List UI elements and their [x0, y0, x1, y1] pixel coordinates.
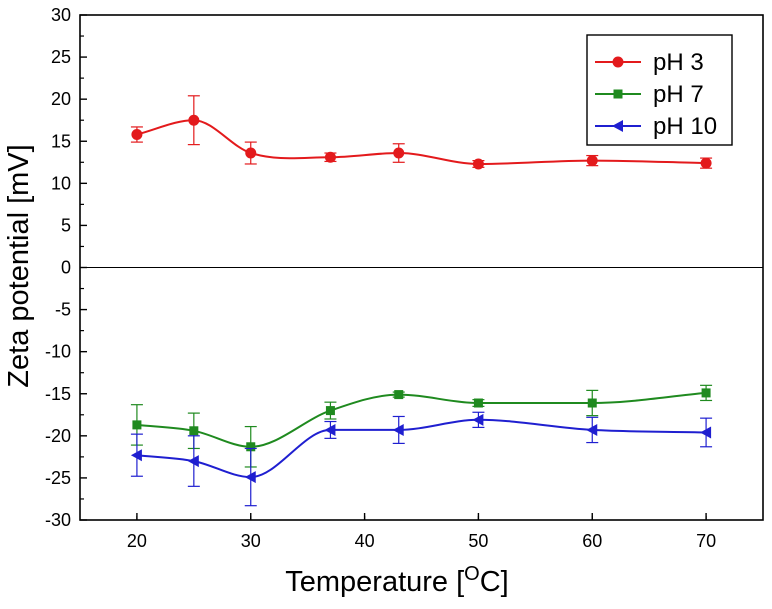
data-point-ph-7: [132, 420, 142, 430]
data-point-ph-3: [245, 147, 257, 159]
y-tick-label: 10: [51, 173, 71, 193]
legend-label-ph-7: pH 7: [653, 81, 704, 108]
data-point-ph-10: [130, 449, 142, 462]
data-point-ph-7: [325, 406, 335, 416]
legend-marker-ph-7: [613, 89, 623, 99]
legend-label-ph-3: pH 3: [653, 49, 704, 76]
data-point-ph-3: [586, 155, 598, 167]
y-tick-label: -25: [45, 468, 71, 488]
data-point-ph-3: [131, 129, 143, 141]
data-point-ph-10: [244, 471, 256, 484]
y-tick-label: 0: [61, 258, 71, 278]
series-ph-10: [130, 411, 713, 507]
legend-label-ph-10: pH 10: [653, 113, 717, 140]
x-tick-label: 20: [127, 531, 147, 551]
data-point-ph-7: [587, 398, 597, 408]
y-tick-label: -30: [45, 510, 71, 530]
x-tick-label: 40: [355, 531, 375, 551]
y-tick-label: -15: [45, 384, 71, 404]
y-tick-label: -5: [55, 300, 71, 320]
legend-marker-ph-10: [612, 120, 623, 132]
data-point-ph-10: [187, 455, 199, 468]
x-tick-label: 50: [468, 531, 488, 551]
data-point-ph-10: [472, 413, 484, 426]
data-point-ph-10: [586, 423, 598, 436]
data-point-ph-10: [324, 423, 336, 436]
data-point-ph-10: [392, 423, 404, 436]
y-tick-label: 15: [51, 131, 71, 151]
y-tick-label: 30: [51, 5, 71, 25]
data-point-ph-7: [473, 398, 483, 408]
data-point-ph-7: [394, 390, 404, 400]
data-point-ph-3: [700, 157, 712, 169]
x-tick-label: 30: [241, 531, 261, 551]
data-point-ph-3: [472, 158, 484, 170]
series-line-ph-7: [136, 391, 707, 448]
y-tick-label: -20: [45, 426, 71, 446]
y-axis-title: Zeta potential [mV]: [3, 144, 35, 387]
data-point-ph-3: [393, 147, 405, 159]
series-group: [130, 95, 713, 507]
data-point-ph-10: [700, 426, 712, 439]
y-tick-label: 5: [61, 215, 71, 235]
y-tick-label: -10: [45, 342, 71, 362]
y-tick-label: 20: [51, 89, 71, 109]
data-point-ph-3: [324, 151, 336, 163]
x-axis-title: Temperature [OC]: [285, 563, 508, 598]
data-point-ph-7: [246, 442, 256, 452]
legend: pH 3 pH 7 pH 10: [586, 34, 733, 146]
x-tick-label: 60: [582, 531, 602, 551]
data-point-ph-7: [189, 426, 199, 436]
series-line-ph-10: [136, 418, 707, 479]
data-point-ph-7: [701, 388, 711, 398]
legend-marker-ph-3: [612, 56, 624, 68]
series-ph-7: [130, 384, 713, 468]
series-ph-3: [130, 95, 713, 170]
tick-labels-group: -30 -25 -20 -15 -10 -5 0 5 10 15 20 25 30 20 30 40 50 60 7…: [45, 5, 716, 551]
x-tick-label: 70: [696, 531, 716, 551]
data-point-ph-3: [188, 114, 200, 126]
y-tick-label: 25: [51, 47, 71, 67]
ticks-group: [80, 14, 707, 521]
